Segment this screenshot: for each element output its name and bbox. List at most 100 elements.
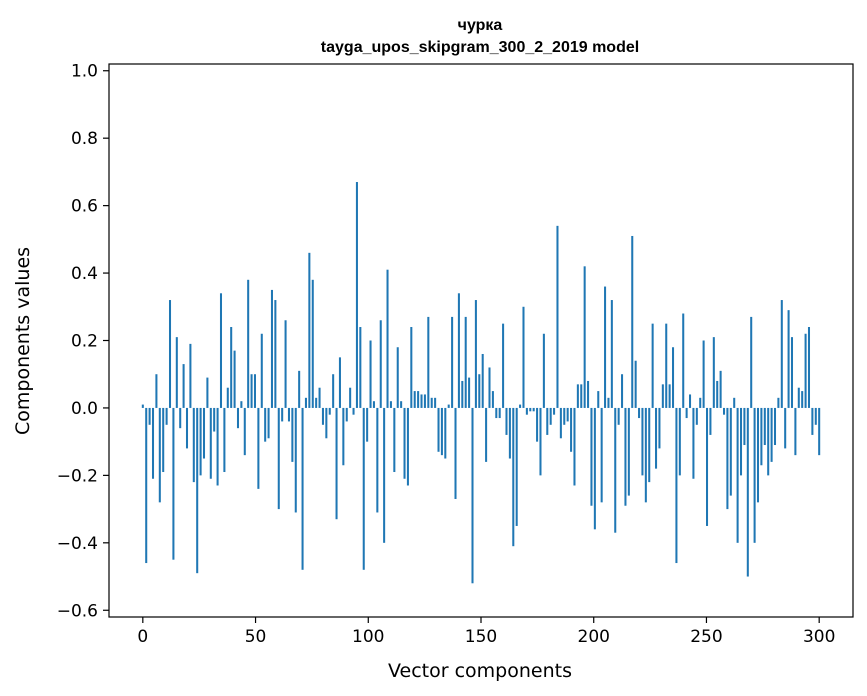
bar [342,407,345,466]
bar [325,407,328,439]
bar [746,407,749,577]
bar [141,404,144,408]
bar [179,407,182,429]
bar [172,407,175,560]
bar [304,397,307,408]
bar [226,387,229,408]
bar [145,407,148,564]
bar [168,300,172,408]
bar [570,407,573,452]
y-tick-label: 0.2 [71,332,98,352]
bar [281,407,284,422]
bar [233,350,236,408]
bar [427,316,430,408]
bar [818,407,821,456]
bar-series [141,182,821,584]
bar [315,397,318,408]
y-tick-label: −0.2 [57,466,98,486]
bar [756,407,760,503]
bar [182,364,185,408]
y-tick-label: 0.8 [71,129,98,149]
bar [349,387,352,408]
bar [287,407,290,422]
bar [440,407,443,456]
bar [328,407,331,415]
bar [196,407,199,574]
bar [610,300,613,408]
bar [536,407,539,442]
bar [151,407,155,479]
bar [230,327,233,408]
bar [247,279,250,408]
bar [223,407,226,473]
x-tick-label: 250 [690,627,722,647]
bar [699,397,702,408]
bar [369,340,372,408]
bar [332,374,335,408]
bar [250,374,253,408]
bar [359,327,362,408]
bar [158,407,161,503]
bar [790,337,794,408]
bar [556,225,559,408]
bar [678,407,681,476]
bar [648,407,651,483]
bar [770,407,773,462]
bar [587,380,590,408]
bar [525,407,528,415]
bar [797,387,800,408]
bar [274,300,277,408]
bar [794,407,797,456]
bar [621,374,624,408]
bar [729,407,732,496]
bar [192,407,195,483]
bar [614,407,617,533]
bar [474,300,477,408]
bar [672,347,675,408]
bar [631,235,634,408]
bar [420,394,423,408]
bar [726,407,729,510]
bar [529,407,532,412]
bar [634,360,637,408]
bar [406,407,409,486]
bar [267,407,270,439]
bar [716,380,719,408]
bar [372,401,375,408]
bar [155,374,158,408]
bar [644,407,647,503]
bar [301,407,304,570]
bar [767,407,770,476]
bar [807,327,811,408]
bar [563,407,566,425]
bar [655,407,658,469]
chart-title: чурка [458,17,503,34]
bar [162,407,165,473]
bar [461,380,464,408]
bar [277,407,280,510]
bar [413,391,416,408]
bar [206,377,209,408]
bar [736,407,739,543]
bar [638,407,641,419]
bar [454,407,457,499]
y-axis-label: Components values [12,247,34,435]
bar [410,327,413,408]
bar [478,374,481,408]
bar [723,407,726,415]
bar [573,407,576,486]
bar [185,407,189,449]
bar [321,407,324,425]
bar [400,401,403,408]
bar [294,407,297,513]
bar [780,300,783,408]
bar [750,316,753,408]
bar [451,316,454,408]
bar [148,407,151,425]
bar [600,407,603,503]
bar [522,306,525,408]
bar [202,407,206,459]
bar [566,407,569,422]
bar [389,401,392,408]
bar [264,407,267,442]
